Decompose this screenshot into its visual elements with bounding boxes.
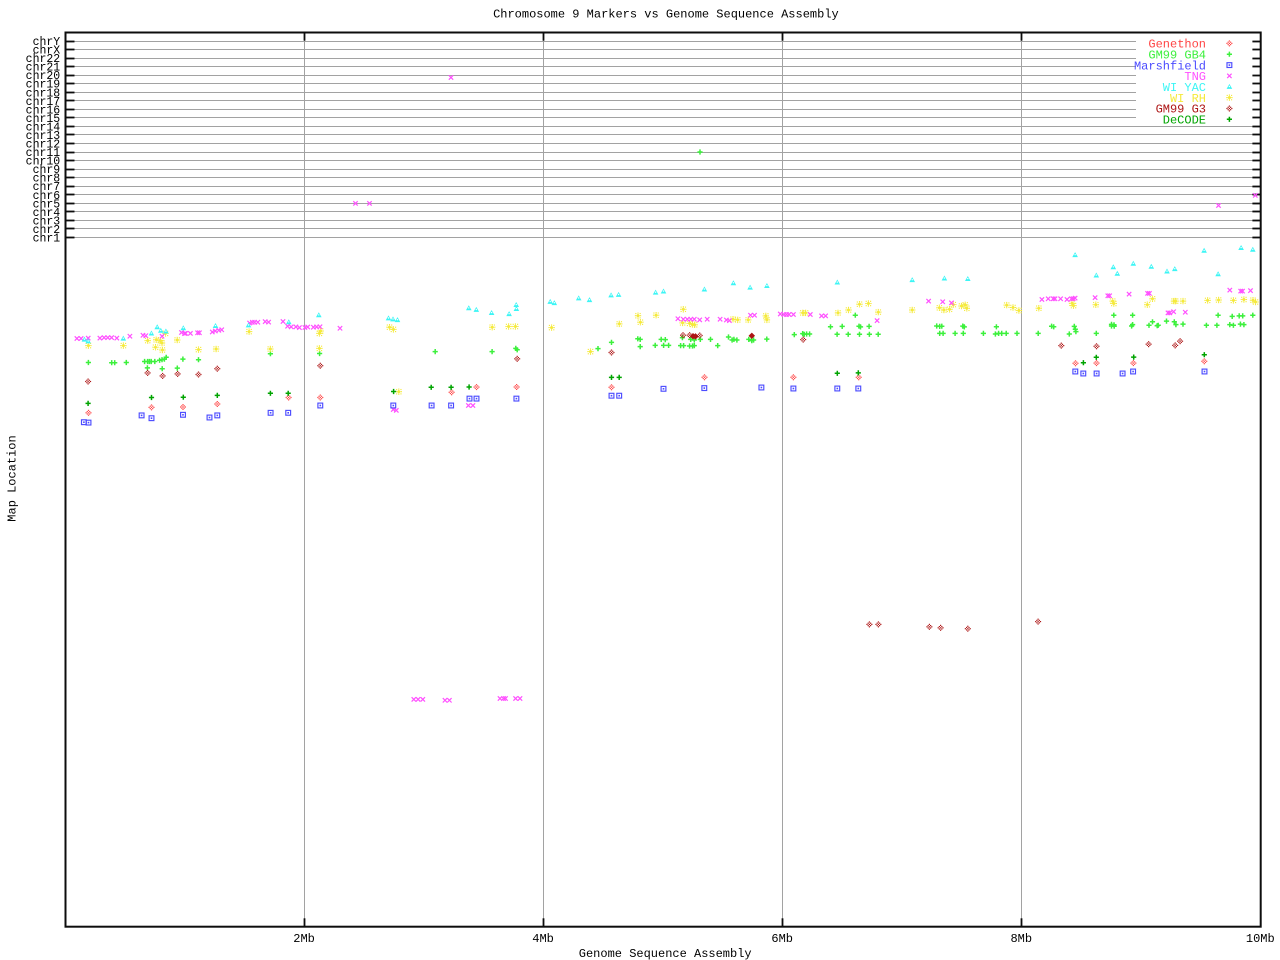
svg-text:4Mb: 4Mb <box>532 932 554 946</box>
svg-text:chr4: chr4 <box>33 207 61 220</box>
svg-text:chr14: chr14 <box>26 121 61 134</box>
svg-text:chr6: chr6 <box>33 190 61 203</box>
svg-text:chr18: chr18 <box>26 87 61 100</box>
svg-text:chr22: chr22 <box>26 53 61 66</box>
svg-text:chrY: chrY <box>33 36 61 49</box>
svg-text:8Mb: 8Mb <box>1010 932 1032 946</box>
svg-text:Marshfield: Marshfield <box>1134 59 1206 73</box>
svg-text:WI YAC: WI YAC <box>1163 81 1206 95</box>
svg-text:10Mb: 10Mb <box>1246 932 1275 946</box>
svg-text:chr12: chr12 <box>26 139 61 152</box>
svg-text:chr3: chr3 <box>33 215 61 228</box>
svg-text:chr21: chr21 <box>26 62 61 75</box>
svg-text:6Mb: 6Mb <box>771 932 793 946</box>
svg-text:chr17: chr17 <box>26 96 61 109</box>
svg-text:chr15: chr15 <box>26 113 61 126</box>
svg-text:Chromosome 9 Markers vs Genome: Chromosome 9 Markers vs Genome Sequence … <box>493 8 839 22</box>
svg-text:chrX: chrX <box>33 45 61 58</box>
svg-text:WI RH: WI RH <box>1170 92 1206 106</box>
svg-text:chr13: chr13 <box>26 130 61 143</box>
svg-text:chr7: chr7 <box>33 181 61 194</box>
svg-text:Genome Sequence Assembly: Genome Sequence Assembly <box>579 947 752 960</box>
svg-text:DeCODE: DeCODE <box>1163 114 1206 128</box>
svg-text:Map Location: Map Location <box>6 435 20 521</box>
svg-text:2Mb: 2Mb <box>293 932 315 946</box>
svg-text:chr9: chr9 <box>33 164 61 177</box>
svg-text:chr10: chr10 <box>26 156 61 169</box>
svg-text:chr8: chr8 <box>33 173 61 186</box>
svg-text:chr5: chr5 <box>33 198 61 211</box>
svg-text:chr1: chr1 <box>33 233 61 246</box>
svg-text:TNG: TNG <box>1184 70 1206 84</box>
svg-text:chr19: chr19 <box>26 79 61 92</box>
svg-text:GM99 G3: GM99 G3 <box>1156 103 1206 117</box>
svg-text:Genethon: Genethon <box>1148 38 1206 52</box>
svg-text:chr11: chr11 <box>26 147 61 160</box>
svg-text:chr2: chr2 <box>33 224 61 237</box>
svg-text:GM99 GB4: GM99 GB4 <box>1148 48 1206 62</box>
svg-text:chr20: chr20 <box>26 70 61 83</box>
svg-text:chr16: chr16 <box>26 104 61 117</box>
